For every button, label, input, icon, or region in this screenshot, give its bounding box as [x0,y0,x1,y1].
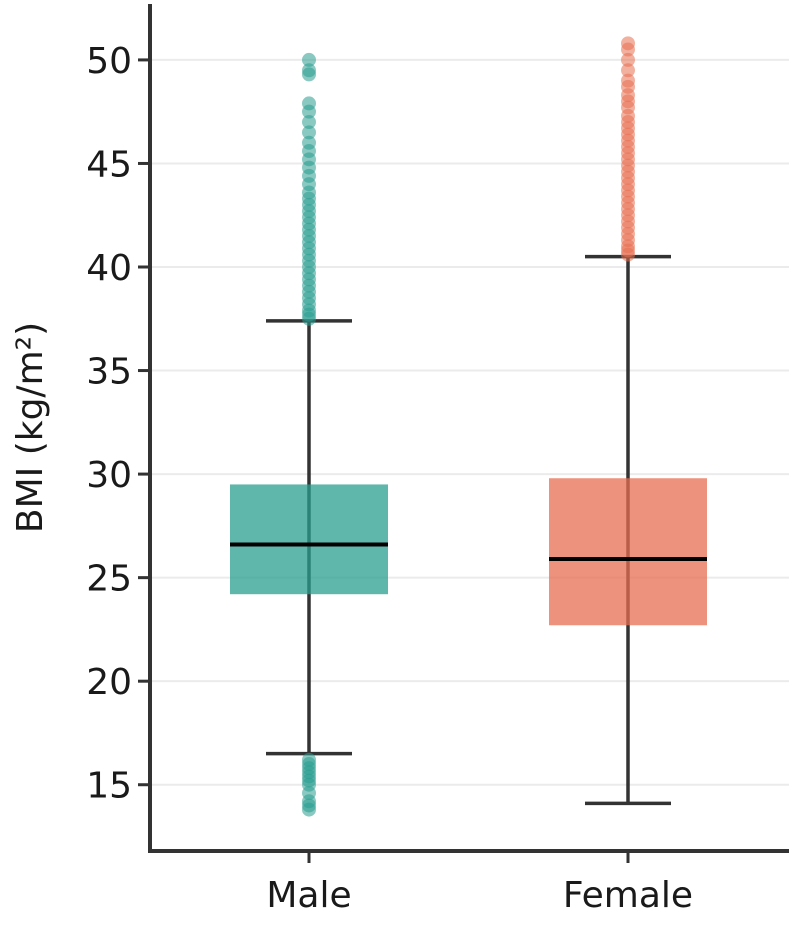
male-outlier-point [302,135,316,150]
y-tick-label-45: 45 [86,144,132,185]
male-box [230,484,388,595]
male-outlier-point [302,52,316,67]
male-outlier-point [302,125,316,140]
male-outlier-point [302,63,316,78]
male-outlier-point [302,752,316,767]
y-tick-label-35: 35 [86,352,132,393]
female-box [549,478,707,626]
female-outlier-point [621,63,635,78]
female-outlier-point [621,73,635,88]
female-outlier-point [621,36,635,51]
box-group-female [549,36,707,806]
x-tick-label-male: Male [266,875,351,916]
male-outlier-point [302,96,316,111]
plot-area [230,36,707,817]
x-tick-label-female: Female [563,875,693,916]
female-outlier-point [621,52,635,67]
y-tick-label-30: 30 [86,455,132,496]
y-tick-label-20: 20 [86,662,132,703]
male-outlier-point [302,115,316,130]
y-tick-label-25: 25 [86,559,132,600]
y-axis-title: BMI (kg/m²) [10,322,51,533]
axes: 15 20 25 30 35 40 45 50 Male Female [86,4,789,916]
y-tick-label-50: 50 [86,41,132,82]
gridlines [150,58,789,786]
box-group-male [230,52,388,817]
y-tick-label-40: 40 [86,248,132,289]
y-tick-label-15: 15 [86,766,132,807]
